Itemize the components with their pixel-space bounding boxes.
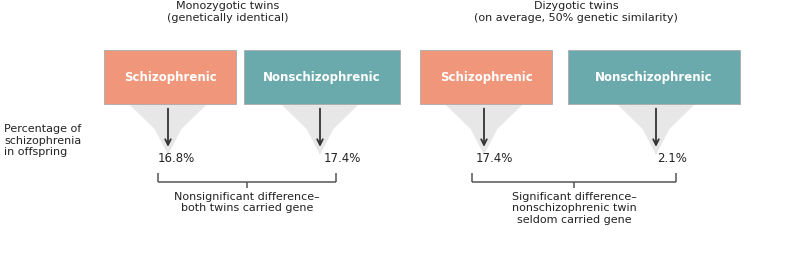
Text: Monozygotic twins
(genetically identical): Monozygotic twins (genetically identical… [167, 1, 289, 23]
FancyBboxPatch shape [244, 50, 400, 104]
Text: Schizophrenic: Schizophrenic [440, 71, 532, 84]
Text: Nonschizophrenic: Nonschizophrenic [595, 71, 713, 84]
FancyBboxPatch shape [568, 50, 740, 104]
Text: Percentage of
schizophrenia
in offspring: Percentage of schizophrenia in offspring [4, 124, 82, 157]
FancyBboxPatch shape [104, 50, 236, 104]
FancyBboxPatch shape [420, 50, 552, 104]
Polygon shape [616, 103, 696, 155]
Text: 17.4%: 17.4% [476, 152, 514, 165]
Polygon shape [280, 103, 360, 155]
Polygon shape [128, 103, 208, 155]
Text: Nonschizophrenic: Nonschizophrenic [263, 71, 381, 84]
Text: Schizophrenic: Schizophrenic [124, 71, 216, 84]
Text: Significant difference–
nonschizophrenic twin
seldom carried gene: Significant difference– nonschizophrenic… [511, 192, 637, 225]
Text: 17.4%: 17.4% [324, 152, 362, 165]
Text: Nonsignificant difference–
both twins carried gene: Nonsignificant difference– both twins ca… [174, 192, 320, 213]
Text: Dizygotic twins
(on average, 50% genetic similarity): Dizygotic twins (on average, 50% genetic… [474, 1, 678, 23]
Text: 16.8%: 16.8% [158, 152, 195, 165]
Polygon shape [444, 103, 524, 155]
Text: 2.1%: 2.1% [658, 152, 687, 165]
